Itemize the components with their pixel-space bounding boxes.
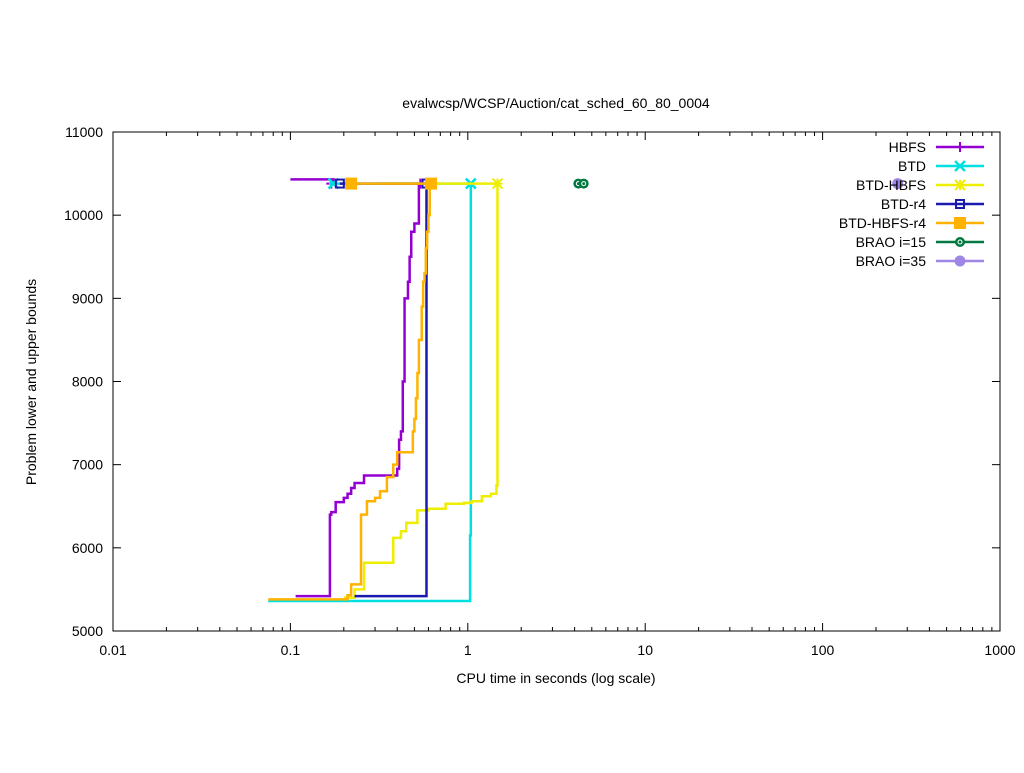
series-btd [268, 177, 477, 603]
data-point-marker [491, 177, 504, 190]
legend-item: BTD-r4 [881, 196, 984, 212]
legend-marker [955, 142, 965, 152]
legend-item: BTD-HBFS-r4 [839, 215, 984, 231]
legend-marker [955, 237, 965, 247]
series-line-lower-bound [268, 183, 473, 603]
y-tick-label: 6000 [72, 540, 103, 556]
legend-label: BTD-r4 [881, 196, 926, 212]
series-line-lower-bound [354, 183, 428, 598]
legend-item: BTD [898, 158, 984, 174]
legend-marker [954, 179, 966, 191]
x-axis-label: CPU time in seconds (log scale) [456, 670, 655, 686]
data-point-marker [345, 177, 358, 190]
x-tick-label: 1 [464, 642, 472, 658]
legend-label: BTD [898, 158, 926, 174]
legend-item: BRAO i=15 [856, 234, 984, 250]
legend-label: BRAO i=15 [856, 234, 927, 250]
legend-label: BTD-HBFS [856, 177, 926, 193]
legend-label: HBFS [889, 139, 926, 155]
legend-marker [954, 255, 966, 267]
data-point-marker [424, 177, 437, 190]
legend: HBFS BTD BTD-HBFS BTD-r4 BTD-HBFS-r4 BRAO i=1… [839, 139, 984, 269]
y-tick-label: 8000 [72, 374, 103, 390]
series-line-lower-bound [268, 183, 431, 601]
y-tick-label: 10000 [64, 207, 103, 223]
series-brao-i-15 [573, 178, 589, 189]
series-layer [268, 177, 904, 603]
legend-marker [954, 217, 966, 229]
series-line-lower-bound [295, 183, 421, 598]
legend-item: HBFS [889, 139, 984, 155]
legend-label: BTD-HBFS-r4 [839, 215, 926, 231]
legend-marker [954, 160, 966, 172]
x-tick-label: 100 [811, 642, 835, 658]
legend-label: BRAO i=35 [856, 253, 927, 269]
x-tick-label: 10 [637, 642, 653, 658]
series-btd-hbfs-r4 [268, 177, 437, 601]
legend-marker [955, 199, 965, 209]
y-tick-label: 5000 [72, 623, 103, 639]
y-axis-label: Problem lower and upper bounds [23, 279, 39, 485]
x-tick-label: 0.01 [99, 642, 126, 658]
plot-area-border [112, 131, 1001, 632]
axes-layer: 0.01 0.1 1 10 100 1000 5000 6000 7000 8000 9000 100… [64, 124, 1016, 658]
series-brao-i-35 [892, 178, 904, 190]
data-point-marker [892, 178, 904, 190]
x-tick-label: 1000 [984, 642, 1015, 658]
legend-item: BTD-HBFS [856, 177, 984, 193]
data-point-marker [334, 178, 345, 189]
series-hbfs [290, 178, 426, 598]
y-tick-label: 11000 [65, 124, 103, 140]
series-btd-hbfs [343, 177, 504, 599]
y-tick-label: 9000 [72, 290, 103, 306]
data-point-marker [578, 178, 589, 189]
y-tick-label: 7000 [72, 457, 103, 473]
legend-item: BRAO i=35 [856, 253, 984, 269]
chart-title: evalwcsp/WCSP/Auction/cat_sched_60_80_00… [402, 95, 710, 111]
series-line-lower-bound [343, 183, 499, 599]
x-tick-label: 0.1 [281, 642, 301, 658]
